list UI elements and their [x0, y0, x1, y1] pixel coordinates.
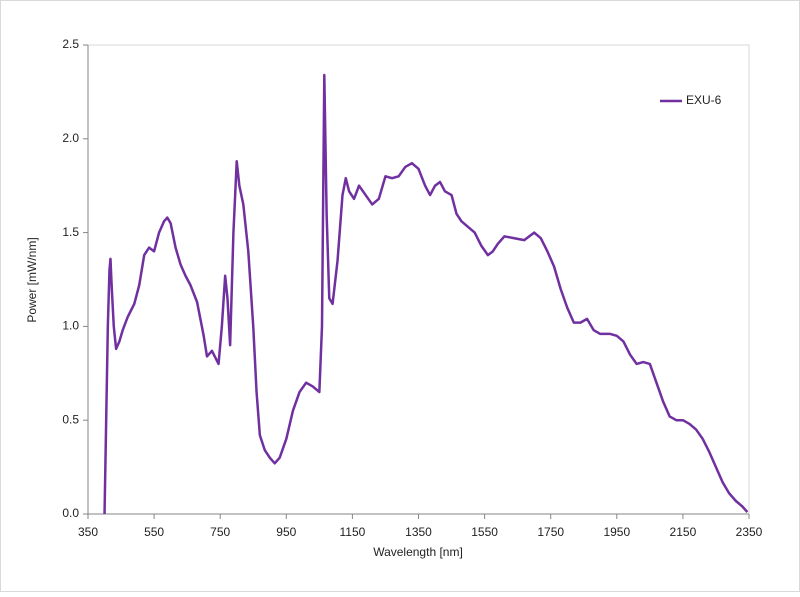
- y-tick-label: 1.0: [62, 319, 79, 333]
- y-tick-label: 0.5: [62, 412, 79, 426]
- x-tick-label: 1350: [405, 525, 432, 539]
- y-tick-label: 0.0: [62, 506, 79, 520]
- x-tick-label: 2350: [736, 525, 763, 539]
- x-axis-label: Wavelength [nm]: [373, 545, 463, 559]
- x-tick-label: 1150: [339, 525, 365, 539]
- y-axis-label: Power [mW/nm]: [25, 237, 39, 322]
- x-tick-label: 350: [78, 525, 98, 539]
- y-tick-label: 2.5: [62, 37, 79, 51]
- legend-label: EXU-6: [686, 93, 722, 107]
- x-tick-label: 1550: [471, 525, 498, 539]
- x-tick-label: 550: [144, 525, 164, 539]
- x-tick-label: 2150: [670, 525, 697, 539]
- y-tick-label: 1.5: [62, 225, 79, 239]
- x-tick-label: 750: [210, 525, 230, 539]
- x-tick-label: 1750: [537, 525, 564, 539]
- y-tick-label: 2.0: [62, 131, 79, 145]
- x-tick-label: 1950: [603, 525, 630, 539]
- x-tick-label: 950: [276, 525, 296, 539]
- line-series: [103, 73, 749, 515]
